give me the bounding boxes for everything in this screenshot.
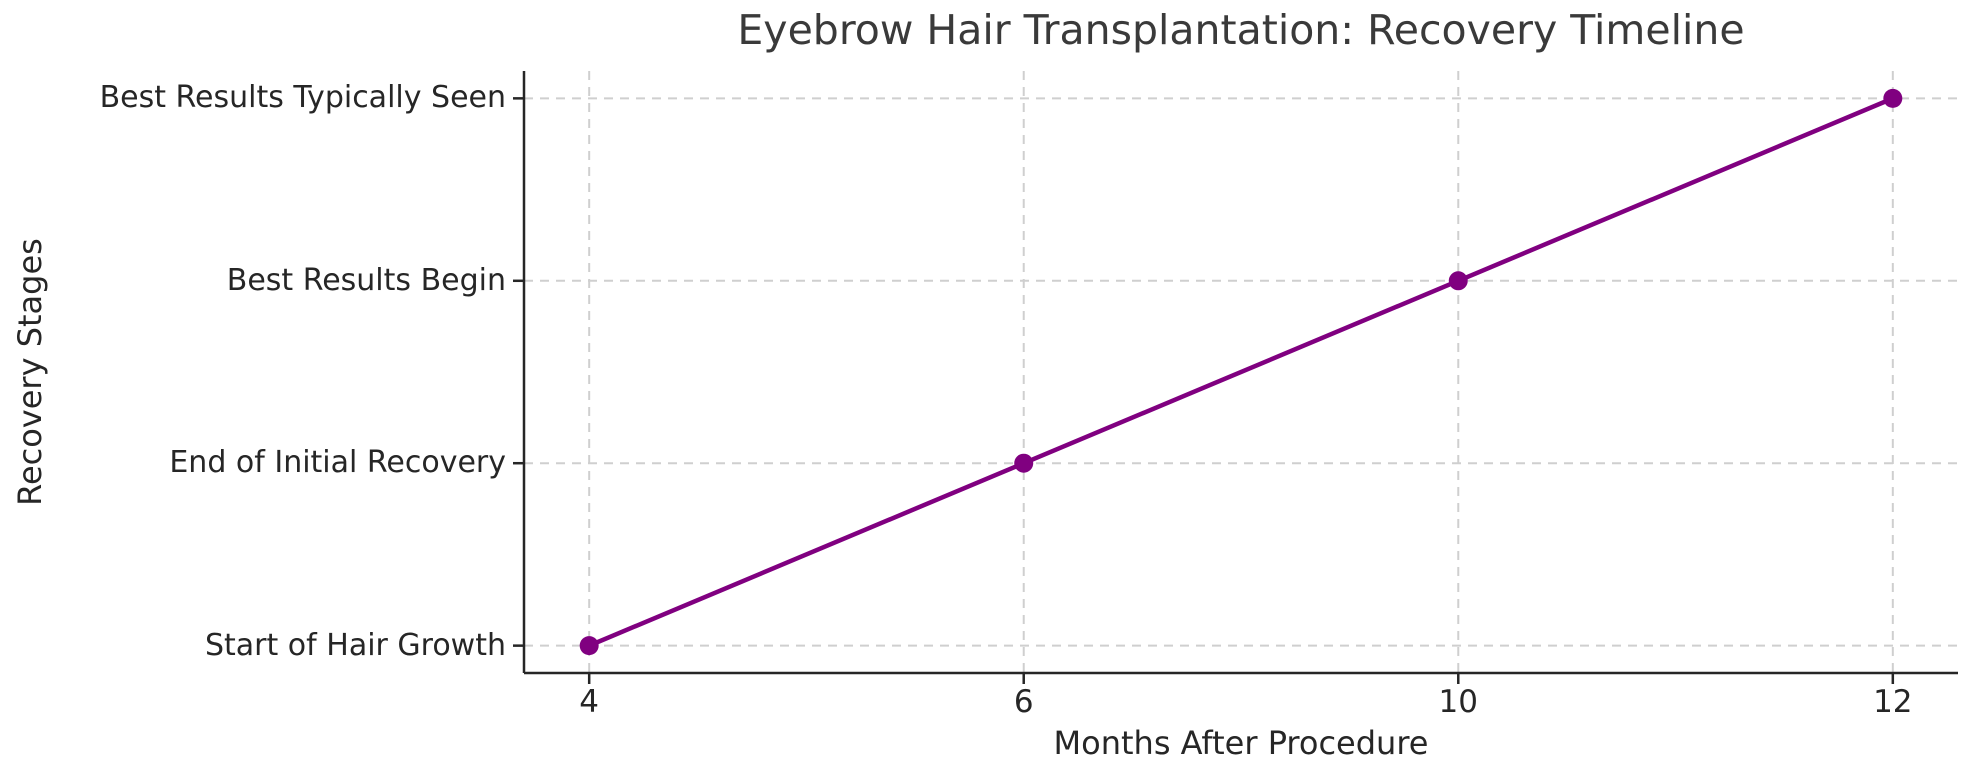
y-tick-label: Best Results Typically Seen [99, 80, 506, 116]
y-tick-label: Start of Hair Growth [204, 627, 506, 663]
data-point-marker [1883, 88, 1903, 108]
chart-title: Eyebrow Hair Transplantation: Recovery T… [737, 6, 1745, 54]
data-point-marker [1448, 271, 1468, 291]
x-tick-label: 4 [579, 684, 600, 720]
y-tick-label: End of Initial Recovery [169, 445, 506, 481]
x-tick-label: 6 [1013, 684, 1034, 720]
data-point-marker [579, 636, 599, 656]
x-axis-label: Months After Procedure [1053, 724, 1429, 762]
x-tick-label: 12 [1873, 684, 1913, 720]
data-point-marker [1014, 453, 1034, 473]
y-tick-label: Best Results Begin [226, 262, 506, 298]
x-tick-label: 10 [1438, 684, 1478, 720]
series-line [586, 96, 1896, 648]
